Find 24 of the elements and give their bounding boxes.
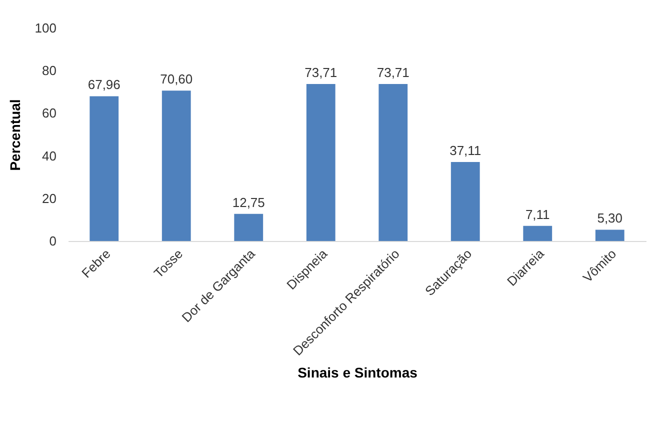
bar (234, 214, 264, 241)
data-label: 5,30 (597, 210, 623, 226)
bar (90, 96, 119, 241)
data-label: 7,11 (525, 206, 550, 222)
data-label: 70,60 (160, 72, 193, 87)
data-label: 67,96 (88, 77, 120, 92)
bar (378, 84, 408, 241)
bar (523, 226, 552, 241)
bar (162, 90, 191, 241)
y-tick-label: 20 (42, 190, 56, 206)
bar (595, 230, 624, 241)
y-tick-label: 60 (42, 106, 56, 121)
y-tick-label: 80 (42, 63, 56, 78)
y-tick-label: 100 (34, 20, 56, 36)
y-axis-title: Percentual (6, 99, 23, 171)
bar (306, 84, 336, 241)
data-label: 12,75 (232, 194, 265, 210)
data-label: 73,71 (376, 65, 410, 80)
y-tick-label: 0 (49, 234, 56, 248)
x-axis-title: Sinais e Sintomas (298, 364, 418, 380)
data-label: 37,11 (450, 142, 482, 158)
y-tick-label: 40 (42, 148, 56, 164)
data-label: 73,71 (304, 65, 338, 80)
bar (450, 162, 480, 241)
